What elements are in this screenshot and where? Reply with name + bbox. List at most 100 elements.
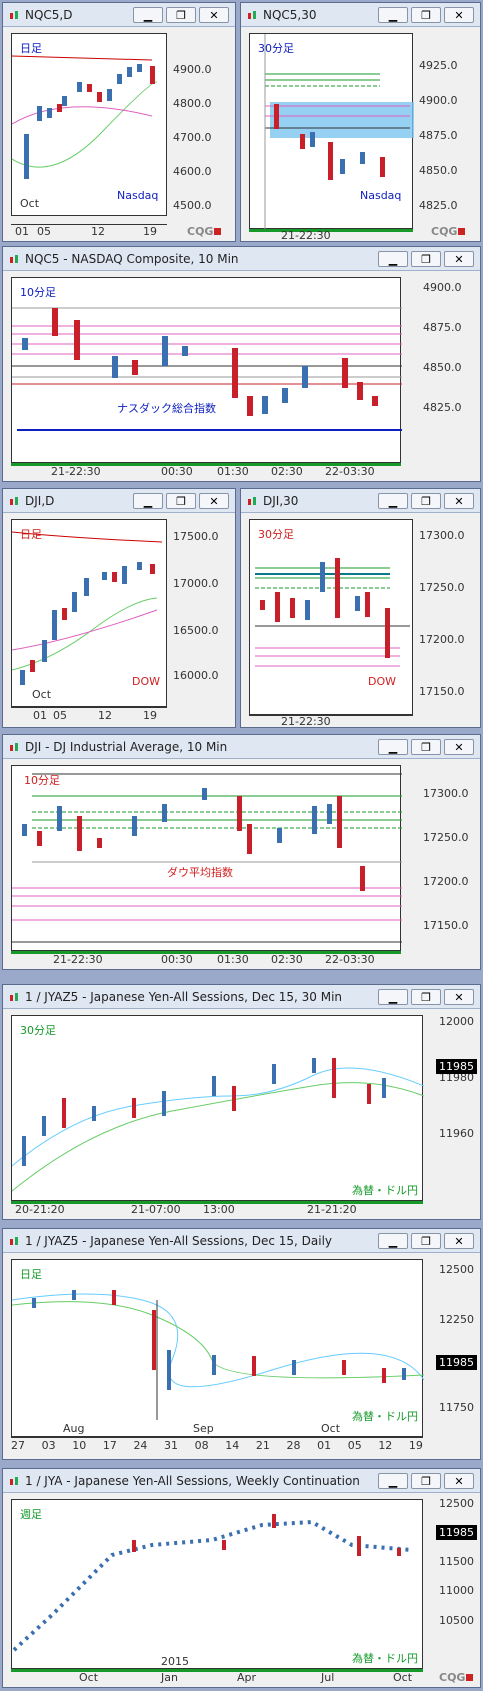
titlebar[interactable]: DJI,D ▁ ❐ ✕ (3, 489, 235, 513)
window-jy-30min[interactable]: 1 / JYAZ5 - Japanese Yen-All Sessions, D… (2, 984, 481, 1220)
restore-button[interactable]: ❐ (411, 739, 441, 755)
titlebar[interactable]: NQC5 - NASDAQ Composite, 10 Min ▁ ❐ ✕ (3, 247, 480, 271)
x-axis (11, 951, 401, 967)
minimize-button[interactable]: ▁ (378, 251, 408, 267)
minimize-button[interactable]: ▁ (378, 1473, 408, 1489)
chart-plot[interactable]: 30分足 為替・ドル円 (11, 1015, 424, 1201)
y-tick: 12500 (439, 1497, 474, 1510)
close-button[interactable]: ✕ (444, 493, 474, 509)
x-axis (11, 463, 401, 479)
y-tick: 4850.0 (423, 361, 462, 374)
x-tick: 21-22:30 (51, 465, 101, 478)
window-title: DJI,30 (263, 494, 299, 508)
close-button[interactable]: ✕ (444, 7, 474, 23)
x-axis (11, 1201, 423, 1217)
minimize-button[interactable]: ▁ (378, 7, 408, 23)
chart-plot[interactable]: 日足 為替・ドル円 (11, 1259, 424, 1437)
y-tick: 4925.0 (419, 59, 458, 72)
window-dji-30[interactable]: DJI,30 ▁ ❐ ✕ 30分足 DOW 17300.0 17250.0 1720… (240, 488, 481, 728)
x-tick: 12 (91, 225, 105, 238)
x-ticks: 27 03 10 17 24 31 08 14 21 28 01 05 12 1… (11, 1439, 423, 1452)
candles (264, 34, 414, 230)
candles (12, 307, 402, 431)
restore-button[interactable]: ❐ (411, 251, 441, 267)
close-button[interactable]: ✕ (199, 7, 229, 23)
month-label: Sep (193, 1422, 214, 1435)
brand-logo: CQG (439, 1671, 474, 1684)
y-tick: 17200.0 (423, 875, 469, 888)
titlebar[interactable]: 1 / JYAZ5 - Japanese Yen-All Sessions, D… (3, 985, 480, 1009)
minimize-button[interactable]: ▁ (133, 7, 163, 23)
x-tick: 01 (15, 225, 29, 238)
timeframe-label: 日足 (20, 42, 42, 55)
restore-button[interactable]: ❐ (411, 989, 441, 1005)
minimize-button[interactable]: ▁ (378, 989, 408, 1005)
chart-plot[interactable]: 週足 為替・ドル円 (11, 1499, 423, 1669)
titlebar[interactable]: NQC5,D ▁ ❐ ✕ (3, 3, 235, 27)
window-jy-weekly[interactable]: 1 / JYA - Japanese Yen-All Sessions, Wee… (2, 1468, 481, 1688)
window-jy-daily[interactable]: 1 / JYAZ5 - Japanese Yen-All Sessions, D… (2, 1228, 481, 1460)
x-tick: 02:30 (271, 465, 303, 478)
x-tick: 12 (98, 709, 112, 722)
x-tick: 01:30 (217, 465, 249, 478)
timeframe-label: 30分足 (20, 1024, 56, 1037)
chart-icon (10, 497, 18, 505)
restore-button[interactable]: ❐ (166, 7, 196, 23)
window-title: NQC5,D (25, 8, 73, 22)
minimize-button[interactable]: ▁ (378, 493, 408, 509)
chart-plot[interactable]: 10分足 ダウ平均指数 (11, 765, 402, 951)
window-nq-30[interactable]: NQC5,30 ▁ ❐ ✕ 30分足 Nasdaq 4925.0 4900.0 48… (240, 2, 481, 242)
minimize-button[interactable]: ▁ (133, 493, 163, 509)
close-button[interactable]: ✕ (444, 989, 474, 1005)
symbol-label: DOW (132, 675, 161, 688)
chart-plot[interactable]: 10分足 ナスダック総合指数 (11, 277, 402, 463)
timeframe-label: 週足 (20, 1508, 42, 1521)
y-tick: 11960 (439, 1127, 474, 1140)
chart-icon (10, 743, 18, 751)
chart-plot[interactable]: 30分足 DOW (249, 519, 413, 715)
y-tick: 4850.0 (419, 164, 458, 177)
close-button[interactable]: ✕ (444, 251, 474, 267)
y-tick: 17300.0 (419, 529, 465, 542)
chart-icon (248, 497, 256, 505)
month-label: Oct (32, 688, 52, 701)
timeframe-label: 日足 (20, 1268, 42, 1281)
chart-plot[interactable]: 日足 DOW Oct (11, 519, 167, 707)
x-tick: Apr (237, 1671, 257, 1684)
titlebar[interactable]: 1 / JYA - Japanese Yen-All Sessions, Wee… (3, 1469, 480, 1493)
x-axis (11, 1669, 423, 1685)
restore-button[interactable]: ❐ (411, 1233, 441, 1249)
restore-button[interactable]: ❐ (411, 7, 441, 23)
window-dji-daily[interactable]: DJI,D ▁ ❐ ✕ 日足 DOW Oct 17500.0 17000.0 165… (2, 488, 236, 728)
candles (12, 1058, 424, 1192)
restore-button[interactable]: ❐ (411, 493, 441, 509)
close-button[interactable]: ✕ (444, 1473, 474, 1489)
x-tick: 31 (164, 1439, 179, 1452)
window-nq-10min[interactable]: NQC5 - NASDAQ Composite, 10 Min ▁ ❐ ✕ 10分足… (2, 246, 481, 482)
x-tick: 21-21:20 (307, 1203, 357, 1216)
chart-icon (10, 11, 18, 19)
restore-button[interactable]: ❐ (411, 1473, 441, 1489)
chart-plot[interactable]: 30分足 Nasdaq (249, 33, 414, 230)
x-tick: 21-07:00 (131, 1203, 181, 1216)
titlebar[interactable]: DJI,30 ▁ ❐ ✕ (241, 489, 480, 513)
minimize-button[interactable]: ▁ (378, 739, 408, 755)
window-title: 1 / JYAZ5 - Japanese Yen-All Sessions, D… (25, 990, 343, 1004)
window-dji-10min[interactable]: DJI - DJ Industrial Average, 10 Min ▁ ❐ ✕ … (2, 734, 481, 970)
y-tick: 4825.0 (419, 199, 458, 212)
chart-plot[interactable]: 日足 Nasdaq Oct (11, 33, 167, 216)
chart-icon (248, 11, 256, 19)
chart-icon (10, 1237, 18, 1245)
close-button[interactable]: ✕ (444, 1233, 474, 1249)
minimize-button[interactable]: ▁ (378, 1233, 408, 1249)
candles (12, 1514, 413, 1652)
titlebar[interactable]: DJI - DJ Industrial Average, 10 Min ▁ ❐ ✕ (3, 735, 480, 759)
window-nq-daily[interactable]: NQC5,D ▁ ❐ ✕ 日足 Nasdaq Oct 4900.0 4800.0 4… (2, 2, 236, 242)
close-button[interactable]: ✕ (199, 493, 229, 509)
candles (12, 1290, 424, 1420)
restore-button[interactable]: ❐ (166, 493, 196, 509)
close-button[interactable]: ✕ (444, 739, 474, 755)
y-tick: 17300.0 (423, 787, 469, 800)
titlebar[interactable]: NQC5,30 ▁ ❐ ✕ (241, 3, 480, 27)
titlebar[interactable]: 1 / JYAZ5 - Japanese Yen-All Sessions, D… (3, 1229, 480, 1253)
